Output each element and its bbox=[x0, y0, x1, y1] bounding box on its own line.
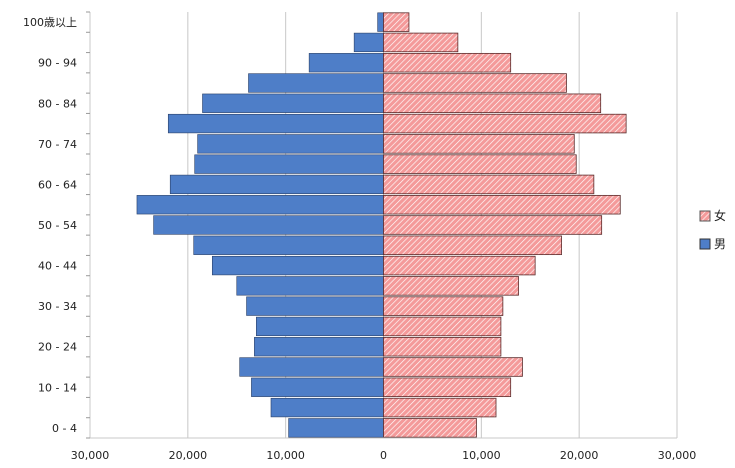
bar-male bbox=[288, 418, 384, 438]
bar-male bbox=[236, 276, 384, 296]
legend-label-female: 女 bbox=[714, 208, 726, 223]
bar-male bbox=[153, 215, 384, 235]
bar-female bbox=[383, 377, 512, 398]
bar-female bbox=[383, 418, 477, 438]
bar-male bbox=[167, 113, 384, 134]
bar-female bbox=[383, 235, 562, 256]
x-tick-label: 30,000 bbox=[658, 449, 697, 462]
y-tick-label: 30 - 34 bbox=[38, 300, 77, 313]
bar-female bbox=[383, 316, 502, 337]
bar-female bbox=[383, 134, 575, 154]
legend-swatch-male bbox=[699, 238, 711, 250]
bar-female bbox=[383, 52, 512, 73]
bar-male bbox=[197, 134, 384, 154]
bar-male bbox=[353, 32, 384, 53]
bar-female bbox=[383, 12, 410, 32]
bar-female bbox=[383, 154, 577, 174]
bar-female bbox=[383, 397, 497, 418]
bar-female bbox=[383, 255, 536, 276]
legend-label-male: 男 bbox=[714, 237, 726, 251]
legend: 女 男 bbox=[699, 208, 726, 251]
bar-female bbox=[383, 93, 602, 114]
bar-female bbox=[383, 32, 459, 53]
bar-male bbox=[193, 235, 384, 255]
x-tick-label: 20,000 bbox=[560, 449, 599, 462]
bars-group bbox=[136, 12, 627, 438]
bar-female bbox=[383, 357, 523, 377]
axes: 30,000 20,000 10,000 0 10,000 20,000 30,000 0 -… bbox=[23, 11, 697, 462]
bar-female bbox=[383, 113, 627, 134]
bar-male bbox=[251, 377, 384, 397]
y-tick-label: 20 - 24 bbox=[38, 341, 77, 354]
bar-female bbox=[383, 336, 502, 357]
y-tick-label: 40 - 44 bbox=[38, 260, 77, 273]
bar-male bbox=[239, 357, 384, 377]
x-tick-label: 10,000 bbox=[462, 449, 501, 462]
bar-male bbox=[246, 296, 384, 316]
y-tick-label: 10 - 14 bbox=[38, 381, 77, 394]
x-tick-label: 30,000 bbox=[71, 449, 110, 462]
y-tick-label: 60 - 64 bbox=[38, 178, 77, 191]
bar-male bbox=[194, 154, 384, 174]
bar-female bbox=[383, 215, 603, 235]
bar-male bbox=[248, 73, 384, 93]
x-tick-label: 10,000 bbox=[266, 449, 305, 462]
bar-male bbox=[254, 337, 384, 357]
bar-male bbox=[202, 93, 384, 113]
bar-male bbox=[211, 255, 384, 276]
y-tick-label: 0 - 4 bbox=[52, 422, 77, 435]
bar-male bbox=[169, 174, 384, 195]
y-tick-label: 100歳以上 bbox=[23, 16, 77, 29]
bar-male bbox=[256, 316, 384, 337]
bar-female bbox=[383, 276, 519, 296]
bar-female bbox=[383, 296, 504, 316]
bar-male bbox=[377, 12, 384, 32]
bar-male bbox=[270, 397, 384, 418]
bar-female bbox=[383, 194, 621, 215]
legend-swatch-female bbox=[699, 210, 711, 222]
y-tick-label: 70 - 74 bbox=[38, 138, 77, 151]
bar-female bbox=[383, 73, 567, 93]
y-tick-label: 80 - 84 bbox=[38, 97, 77, 110]
y-tick-label: 50 - 54 bbox=[38, 219, 77, 232]
x-tick-label: 0 bbox=[380, 449, 387, 462]
bar-male bbox=[136, 195, 384, 215]
x-tick-label: 20,000 bbox=[169, 449, 208, 462]
bar-female bbox=[383, 174, 595, 195]
bar-male bbox=[308, 53, 384, 73]
y-tick-label: 90 - 94 bbox=[38, 57, 77, 70]
